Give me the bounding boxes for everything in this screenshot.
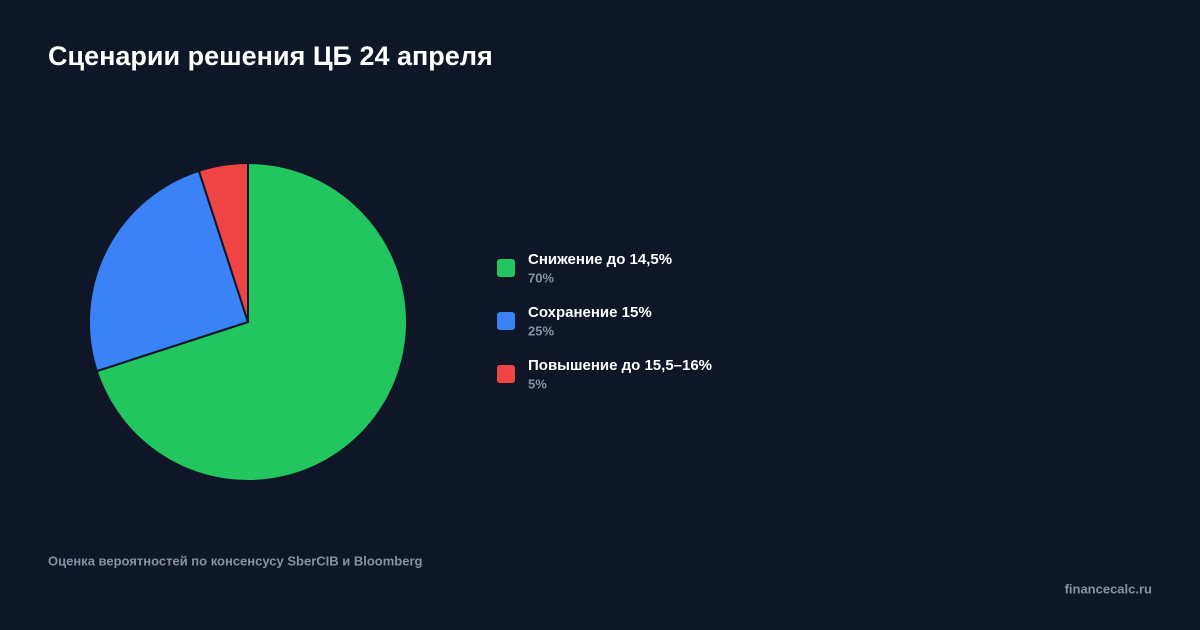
legend-swatch xyxy=(497,259,515,277)
legend-swatch xyxy=(497,365,515,383)
chart-title: Сценарии решения ЦБ 24 апреля xyxy=(48,41,493,71)
caption: Оценка вероятностей по консенсусу SberCI… xyxy=(48,553,423,568)
legend-label: Снижение до 14,5% xyxy=(528,251,672,268)
legend-swatch xyxy=(497,312,515,330)
legend-value: 70% xyxy=(528,270,554,285)
pie-slice xyxy=(197,162,249,323)
legend-value: 25% xyxy=(528,323,554,338)
legend-label: Сохранение 15% xyxy=(528,304,652,321)
legend-value: 5% xyxy=(528,376,547,391)
pie-slice xyxy=(88,169,249,373)
pie-slice xyxy=(95,162,408,482)
legend-label: Повышение до 15,5–16% xyxy=(528,357,712,374)
watermark: financecalc.ru xyxy=(1065,581,1152,596)
